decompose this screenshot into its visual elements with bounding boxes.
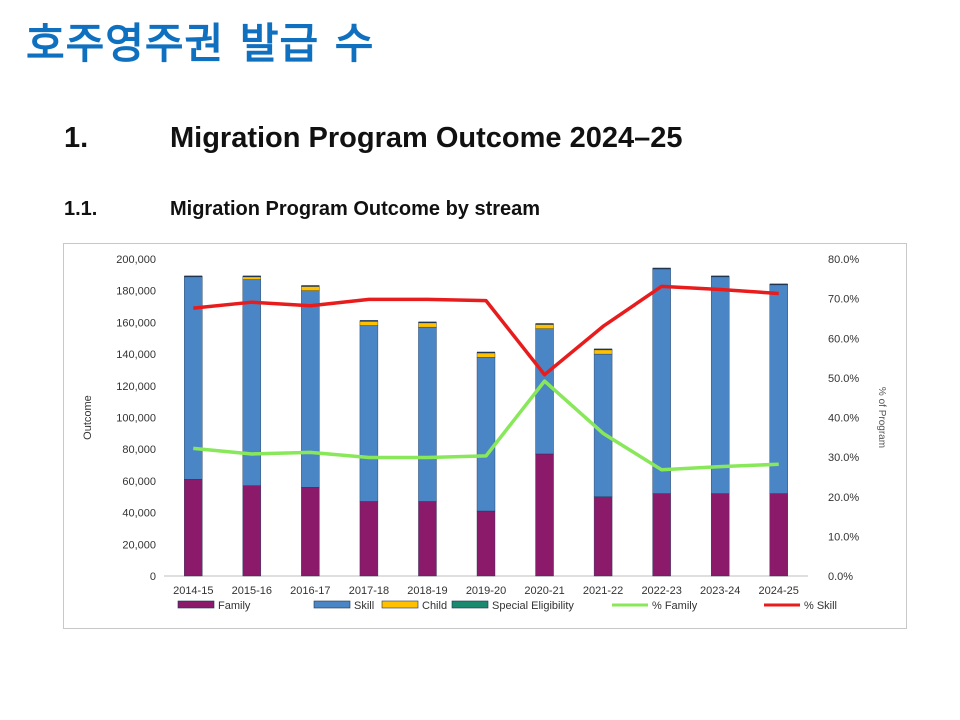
y2-tick-label: 20.0%	[828, 492, 859, 504]
legend-special-eligibility-label: Special Eligibility	[492, 600, 574, 612]
legend-skill-swatch	[313, 600, 351, 609]
x-tick-label: 2016-17	[290, 585, 330, 597]
bar-skill	[652, 268, 671, 494]
slide-title: 호주영주권 발급 수	[26, 19, 375, 68]
legend-special-eligibility-swatch	[451, 600, 489, 609]
legend-family-swatch	[177, 600, 215, 609]
bar-skill	[359, 325, 379, 502]
migration-outcome-chart: 0 20,000 40,000 60,000 80,000 100,000 120,000 1…	[82, 254, 887, 612]
bar-family	[184, 479, 203, 577]
bar-family	[593, 496, 613, 577]
legend-child-label: Child	[422, 600, 447, 612]
bar-family	[301, 487, 320, 577]
x-tick-label: 2015-16	[232, 585, 272, 597]
subsection-number: 1.1.	[64, 198, 98, 220]
y2-tick-label: 10.0%	[828, 531, 859, 543]
x-tick-label: 2024-25	[759, 585, 799, 597]
x-tick-label: 2019-20	[466, 585, 506, 597]
bar-family	[652, 493, 671, 577]
line-family	[193, 379, 779, 472]
y2-axis-title: % of Program	[876, 387, 887, 448]
y-tick-label: 80,000	[122, 444, 156, 456]
y2-tick-label: 80.0%	[828, 254, 859, 266]
legend-skill-label: % Skill	[804, 600, 837, 612]
legend-family-label: % Family	[652, 600, 698, 612]
x-tick-label: 2023-24	[700, 585, 740, 597]
bar-skill	[769, 284, 788, 494]
bar-family	[476, 510, 496, 577]
y-tick-label: 200,000	[116, 254, 156, 266]
y-tick-label: 120,000	[116, 381, 156, 393]
x-tick-label: 2014-15	[173, 585, 213, 597]
bar-family	[710, 493, 730, 577]
y2-tick-label: 70.0%	[828, 294, 859, 306]
bar-skill	[476, 357, 496, 512]
bar-skill	[418, 326, 437, 502]
line-skill	[193, 284, 779, 377]
y2-tick-label: 60.0%	[828, 333, 859, 345]
y-tick-label: 60,000	[122, 476, 156, 488]
x-tick-label: 2017-18	[349, 585, 389, 597]
bar-family	[242, 485, 262, 577]
chart-frame: 0 20,000 40,000 60,000 80,000 100,000 120,000 1…	[63, 243, 907, 629]
y-tick-label: 100,000	[116, 413, 156, 425]
bar-family	[769, 493, 788, 577]
section-title: Migration Program Outcome 2024–25	[170, 122, 683, 154]
y2-tick-label: 0.0%	[828, 571, 853, 583]
y-tick-label: 180,000	[116, 286, 156, 298]
bar-family	[535, 453, 554, 577]
legend-child-swatch	[381, 600, 419, 609]
y2-tick-label: 40.0%	[828, 413, 859, 425]
y-axis-title: Outcome	[82, 395, 94, 440]
y2-tick-label: 30.0%	[828, 452, 859, 464]
y-tick-label: 140,000	[116, 349, 156, 361]
y-tick-label: 40,000	[122, 508, 156, 520]
x-tick-label: 2022-23	[641, 585, 681, 597]
bar-family	[359, 501, 379, 577]
x-tick-label: 2020-21	[524, 585, 564, 597]
y2-tick-label: 50.0%	[828, 373, 859, 385]
x-tick-label: 2018-19	[407, 585, 447, 597]
bar-skill	[710, 276, 730, 494]
x-tick-label: 2021-22	[583, 585, 623, 597]
bar-skill	[301, 290, 320, 488]
y-tick-label: 20,000	[122, 539, 156, 551]
bar-family	[418, 501, 437, 577]
subsection-title: Migration Program Outcome by stream	[170, 198, 541, 220]
y-tick-label: 0	[150, 571, 156, 583]
y-tick-label: 160,000	[116, 317, 156, 329]
legend-family-label: Family	[218, 600, 251, 612]
section-number: 1.	[64, 122, 89, 154]
legend-skill-label: Skill	[354, 600, 374, 612]
